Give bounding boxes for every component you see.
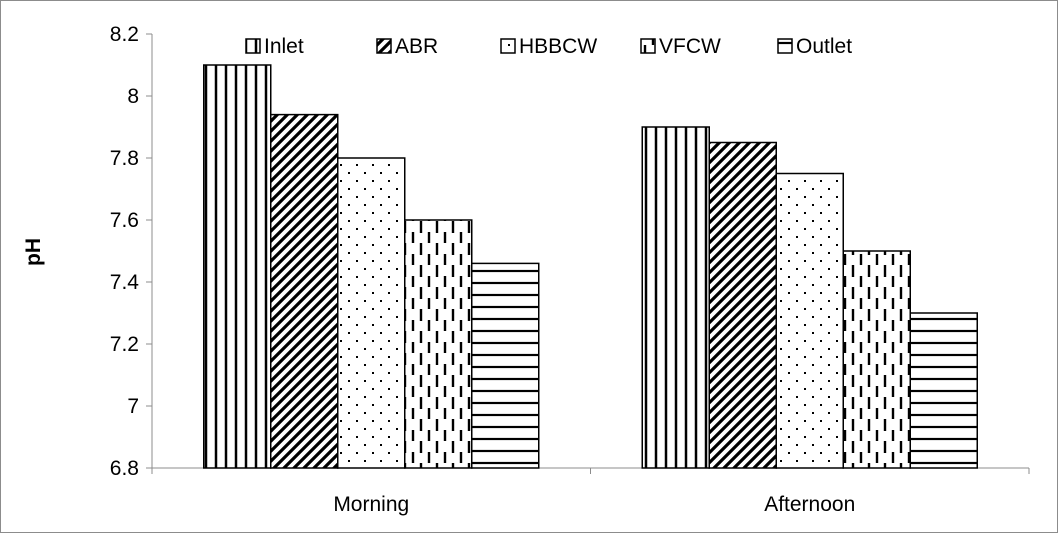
bar-hbbcw-morning xyxy=(337,157,406,469)
bar-inlet-morning xyxy=(203,64,272,469)
bars xyxy=(203,64,978,469)
legend-swatch-inlet xyxy=(245,38,261,54)
bar-abr-afternoon xyxy=(708,141,777,469)
category-labels: Morning Afternoon xyxy=(333,493,855,516)
y-tick-label: 7.4 xyxy=(110,271,140,294)
legend: Inlet ABR HBBCW VFCW Outlet xyxy=(245,35,852,58)
legend-label-outlet: Outlet xyxy=(796,35,852,58)
y-tick-label: 7.6 xyxy=(110,209,139,232)
y-tick-label: 7.2 xyxy=(110,333,139,356)
legend-label-vfcw: VFCW xyxy=(659,35,721,58)
bar-outlet-afternoon xyxy=(909,312,978,469)
bar-outlet-morning xyxy=(471,262,540,469)
bar-abr-morning xyxy=(270,113,339,469)
y-axis-ticks: 6.8 7 7.2 7.4 7.6 7.8 8 8.2 xyxy=(110,23,140,480)
bar-inlet-afternoon xyxy=(641,126,710,469)
bar-vfcw-morning xyxy=(404,219,473,469)
y-tick-label: 7 xyxy=(127,395,139,418)
legend-swatch-hbbcw xyxy=(500,38,516,54)
y-tick-label: 8.2 xyxy=(110,23,139,46)
legend-label-inlet: Inlet xyxy=(264,35,304,58)
bar-hbbcw-afternoon xyxy=(775,172,844,469)
legend-label-abr: ABR xyxy=(395,35,438,58)
legend-swatch-vfcw xyxy=(640,38,656,54)
category-label: Morning xyxy=(333,493,409,516)
y-tick-label: 8 xyxy=(127,85,139,108)
legend-label-hbbcw: HBBCW xyxy=(519,35,597,58)
legend-swatch-abr xyxy=(376,38,392,54)
legend-swatch-outlet xyxy=(777,38,793,54)
category-label: Afternoon xyxy=(764,493,855,516)
y-axis-title: pH xyxy=(22,238,45,266)
y-tick-label: 7.8 xyxy=(110,147,139,170)
bar-vfcw-afternoon xyxy=(842,250,911,469)
y-tick-label: 6.8 xyxy=(110,457,139,480)
